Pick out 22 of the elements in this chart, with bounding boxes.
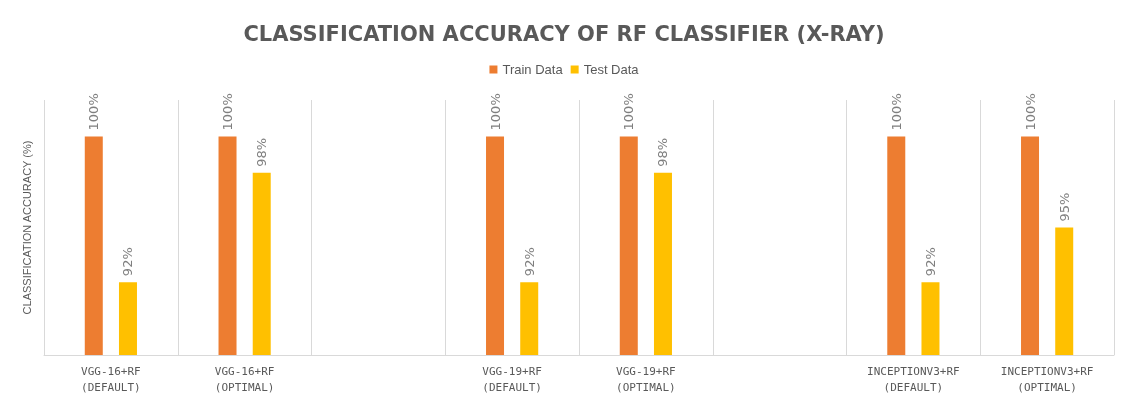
- data-label: 95%: [1056, 192, 1072, 222]
- data-label: 100%: [621, 93, 637, 131]
- x-tick-label: VGG-19+RF (OPTIMAL): [616, 364, 676, 394]
- data-label: 100%: [220, 93, 236, 131]
- x-tick-label: VGG-16+RF (DEFAULT): [81, 364, 141, 394]
- data-label: 92%: [521, 247, 537, 277]
- x-tick-label: VGG-19+RF (DEFAULT): [482, 364, 542, 394]
- data-label: 98%: [254, 137, 270, 167]
- legend-label: Train Data: [502, 62, 564, 77]
- data-label: 92%: [120, 247, 136, 277]
- data-label: 100%: [888, 93, 904, 131]
- data-label: 100%: [86, 93, 102, 131]
- data-label: 98%: [655, 137, 671, 167]
- data-label: 100%: [487, 93, 503, 131]
- data-label: 92%: [922, 247, 938, 277]
- x-tick-label: VGG-16+RF (OPTIMAL): [214, 364, 275, 394]
- data-label: 100%: [1022, 93, 1038, 131]
- y-axis-title: CLASSIFICATION ACCURACY (%): [20, 140, 33, 315]
- x-tick-label: INCEPTIONV3+RF (DEFAULT): [867, 364, 960, 394]
- chart-title: CLASSIFICATION ACCURACY OF RF CLASSIFIER (X-RAY): [243, 21, 885, 46]
- legend-label: Test Data: [583, 62, 640, 77]
- x-tick-label: INCEPTIONV3+RF (OPTIMAL): [1000, 364, 1094, 394]
